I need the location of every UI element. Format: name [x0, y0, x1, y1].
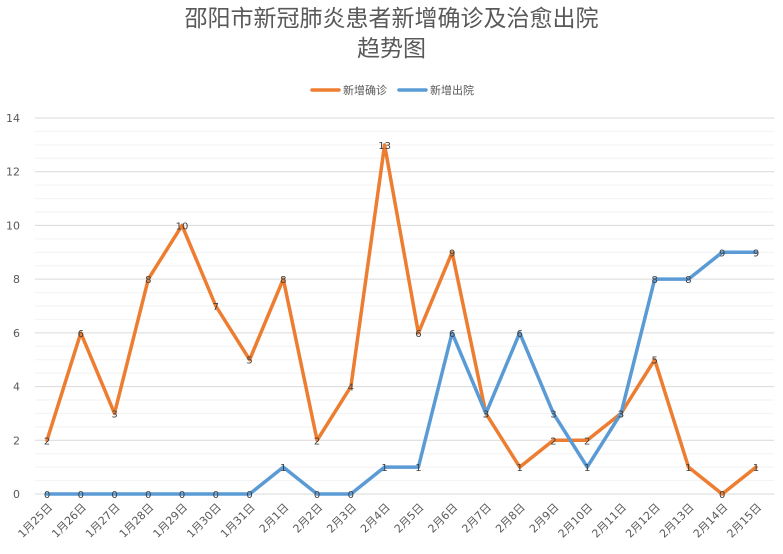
- data-label: 3: [483, 409, 489, 420]
- y-tick-label: 4: [13, 381, 20, 394]
- y-tick-label: 12: [6, 166, 20, 179]
- data-label: 3: [483, 409, 489, 420]
- data-label: 0: [213, 490, 219, 501]
- data-label: 0: [145, 490, 151, 501]
- data-label: 8: [145, 275, 151, 286]
- x-tick-label: 2月4日: [358, 501, 393, 536]
- data-label: 2: [550, 436, 556, 447]
- data-label: 9: [753, 248, 759, 259]
- x-tick-label: 2月8日: [493, 501, 528, 536]
- data-label: 5: [246, 356, 252, 367]
- legend-label-1: 新增确诊: [343, 83, 387, 97]
- data-label: 6: [415, 329, 421, 340]
- series-line-2: [45, 250, 758, 496]
- data-label: 8: [685, 275, 691, 286]
- data-label: 13: [378, 141, 391, 152]
- x-tick-label: 2月7日: [459, 501, 494, 536]
- data-label: 2: [44, 436, 50, 447]
- x-tick-label: 2月6日: [426, 501, 461, 536]
- x-tick-label: 2月5日: [392, 501, 427, 536]
- data-label: 3: [618, 409, 624, 420]
- x-tick-label: 1月26日: [49, 501, 89, 541]
- x-tick-label: 1月29日: [151, 501, 191, 541]
- chart-title-line-2: 趋势图: [357, 36, 426, 62]
- data-label: 1: [753, 463, 759, 474]
- x-tick-label: 1月28日: [117, 501, 157, 541]
- x-tick-label: 1月27日: [83, 501, 123, 541]
- data-label: 7: [213, 302, 219, 313]
- data-label: 1: [415, 463, 421, 474]
- data-label: 0: [111, 490, 117, 501]
- y-tick-label: 2: [13, 434, 20, 447]
- data-label: 1: [516, 463, 522, 474]
- data-label: 6: [516, 329, 522, 340]
- series-line-1: [45, 143, 758, 496]
- y-tick-label: 6: [13, 327, 20, 340]
- data-label: 2: [584, 436, 590, 447]
- x-tick-label: 2月1日: [257, 501, 292, 536]
- data-label: 3: [550, 409, 556, 420]
- x-tick-label: 1月25日: [16, 501, 56, 541]
- data-label: 9: [449, 248, 455, 259]
- chart-title: 邵阳市新冠肺炎患者新增确诊及治愈出院 趋势图: [0, 4, 783, 64]
- legend-label-2: 新增出院: [430, 83, 474, 97]
- data-label: 0: [719, 490, 725, 501]
- data-label: 2: [314, 436, 320, 447]
- data-label: 1: [280, 463, 286, 474]
- data-label: 0: [348, 490, 354, 501]
- data-label: 0: [78, 490, 84, 501]
- data-label: 0: [246, 490, 252, 501]
- data-label: 0: [44, 490, 50, 501]
- y-tick-label: 14: [6, 112, 20, 125]
- data-label: 0: [314, 490, 320, 501]
- x-tick-label: 2月13日: [657, 501, 697, 541]
- data-label: 5: [652, 356, 658, 367]
- data-label: 9: [719, 248, 725, 259]
- y-tick-label: 0: [13, 488, 20, 501]
- x-tick-label: 2月15日: [725, 501, 765, 541]
- data-label: 8: [652, 275, 658, 286]
- data-label: 1: [685, 463, 691, 474]
- x-tick-label: 2月10日: [556, 501, 596, 541]
- x-tick-label: 2月12日: [623, 501, 663, 541]
- y-tick-label: 8: [13, 273, 20, 286]
- x-tick-label: 2月14日: [691, 501, 731, 541]
- data-label: 1: [584, 463, 590, 474]
- x-tick-label: 2月11日: [589, 501, 629, 541]
- y-tick-label: 10: [6, 219, 20, 232]
- data-label: 0: [179, 490, 185, 501]
- x-tick-label: 1月31日: [218, 501, 258, 541]
- data-label: 6: [449, 329, 455, 340]
- x-tick-label: 2月2日: [291, 501, 326, 536]
- x-tick-label: 1月30日: [184, 501, 224, 541]
- chart-title-line-1: 邵阳市新冠肺炎患者新增确诊及治愈出院: [184, 6, 599, 32]
- data-label: 1: [381, 463, 387, 474]
- data-label: 6: [78, 329, 84, 340]
- data-label: 3: [618, 409, 624, 420]
- data-label: 4: [348, 383, 354, 394]
- data-label: 10: [176, 221, 189, 232]
- x-tick-label: 2月3日: [324, 501, 359, 536]
- data-label: 3: [111, 409, 117, 420]
- data-label: 8: [280, 275, 286, 286]
